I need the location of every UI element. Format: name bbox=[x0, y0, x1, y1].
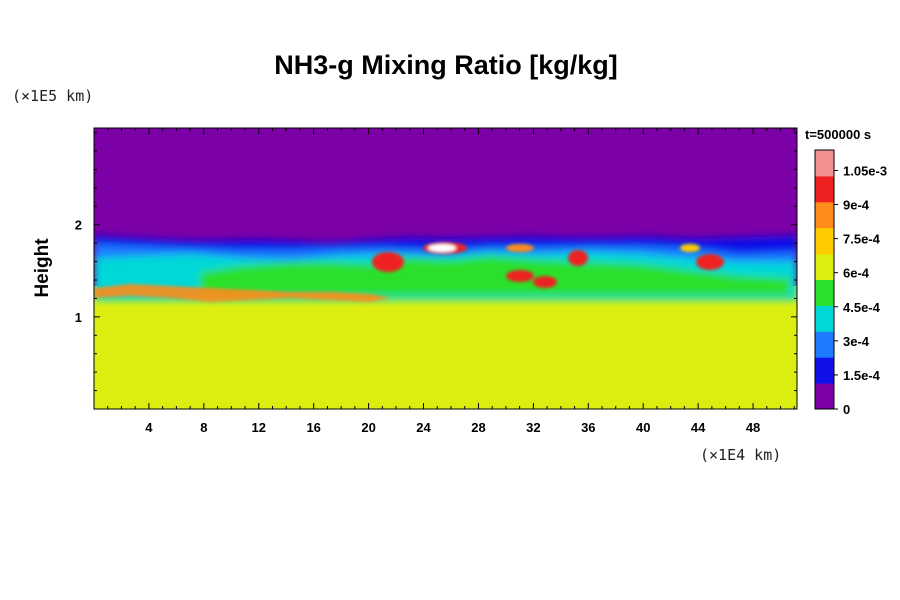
plot-frame bbox=[93, 127, 798, 410]
x-tick-label: 44 bbox=[691, 420, 706, 435]
time-label: t=500000 s bbox=[805, 127, 871, 142]
x-tick-label: 4 bbox=[145, 420, 153, 435]
x-tick-label: 40 bbox=[636, 420, 650, 435]
orange-streak bbox=[94, 284, 390, 302]
colorbar-tick-label: 4.5e-4 bbox=[843, 300, 881, 315]
colorbar-segment bbox=[815, 305, 834, 332]
colorbar-frame bbox=[814, 149, 835, 410]
x-unit-label: (×1E4 km) bbox=[700, 446, 781, 464]
colorbar-tick-label: 1.5e-4 bbox=[843, 368, 881, 383]
x-tick-label: 48 bbox=[746, 420, 760, 435]
colorbar-tick-label: 6e-4 bbox=[843, 266, 870, 281]
colorbar-segment bbox=[815, 383, 834, 410]
y-axis-label: Height bbox=[32, 238, 53, 298]
colorbar-segment bbox=[815, 253, 834, 280]
x-tick-label: 36 bbox=[581, 420, 595, 435]
colorbar-segment bbox=[815, 201, 834, 229]
x-tick-label: 16 bbox=[306, 420, 320, 435]
x-tick-label: 32 bbox=[526, 420, 540, 435]
x-tick-label: 20 bbox=[361, 420, 375, 435]
hotspot-7 bbox=[506, 244, 534, 252]
x-tick-label: 28 bbox=[471, 420, 485, 435]
colorbar-tick-label: 3e-4 bbox=[843, 334, 870, 349]
colorbar-tick-label: 7.5e-4 bbox=[843, 232, 881, 247]
hotspot-1 bbox=[372, 252, 404, 272]
y-tick-label: 2 bbox=[75, 218, 82, 233]
y-unit-label: (×1E5 km) bbox=[12, 87, 93, 105]
colorbar-segment bbox=[815, 175, 834, 203]
hotspot-5 bbox=[568, 250, 588, 266]
cloud-band-green bbox=[200, 256, 790, 296]
y-tick-label: 1 bbox=[75, 310, 82, 325]
colorbar-tick-label: 0 bbox=[843, 402, 850, 417]
heatmap-field bbox=[94, 128, 797, 409]
x-tick-label: 12 bbox=[252, 420, 266, 435]
hotspot-2-core bbox=[428, 244, 456, 252]
x-tick-label: 24 bbox=[416, 420, 431, 435]
colorbar-segment bbox=[815, 357, 834, 384]
colorbar: 0 1.5e-4 3e-4 4.5e-4 6e-4 7.5e-4 9e-4 1.05e-3 bbox=[814, 149, 887, 417]
hotspot-3 bbox=[506, 270, 534, 282]
x-axis-ticks: 4 8 12 16 20 24 28 32 36 40 44 48 bbox=[107, 128, 795, 435]
colorbar-segment bbox=[815, 279, 834, 306]
colorbar-segment bbox=[815, 150, 834, 177]
hotspot-6 bbox=[696, 254, 724, 270]
colorbar-tick-label: 1.05e-3 bbox=[843, 163, 887, 178]
x-tick-label: 8 bbox=[200, 420, 207, 435]
colorbar-segment bbox=[815, 331, 834, 358]
hotspot-4 bbox=[533, 276, 557, 288]
chart-title: NH3-g Mixing Ratio [kg/kg] bbox=[274, 50, 618, 80]
colorbar-segment bbox=[815, 227, 834, 255]
hotspot-8 bbox=[680, 244, 700, 252]
y-axis-ticks: 12 bbox=[75, 132, 797, 392]
lower-layer bbox=[94, 286, 797, 409]
colorbar-tick-label: 9e-4 bbox=[843, 198, 870, 213]
